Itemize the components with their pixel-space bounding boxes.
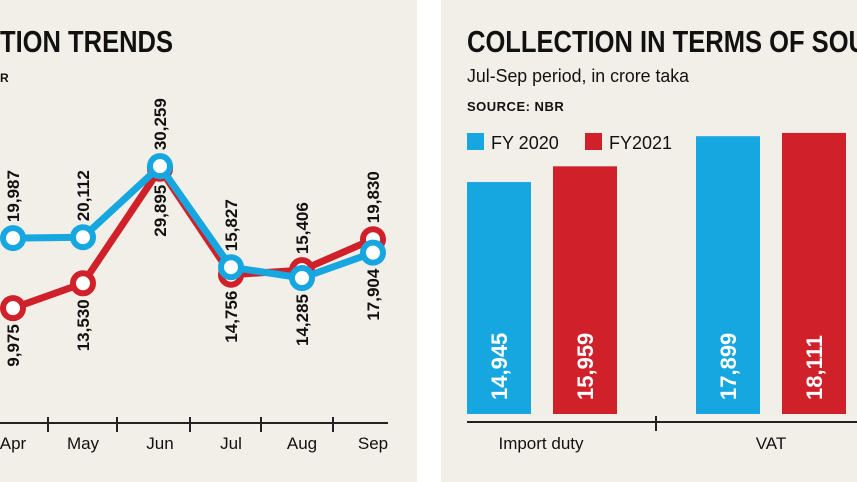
data-label: 15,827 (222, 199, 241, 251)
x-tick-label: Jul (220, 434, 242, 453)
data-label: 19,830 (364, 171, 383, 223)
data-label: 20,112 (74, 170, 93, 221)
data-label: 19,987 (4, 170, 23, 222)
data-label: 9,975 (4, 324, 23, 367)
data-point (360, 239, 386, 266)
data-label: 29,895 (151, 185, 170, 237)
bar-value-label: 14,945 (487, 333, 512, 400)
legend-swatch (467, 133, 484, 150)
data-label: 14,285 (293, 294, 312, 346)
legend-label: FY2021 (609, 133, 672, 153)
x-tick-label: Sep (358, 434, 388, 453)
legend-label: FY 2020 (491, 133, 559, 153)
data-label: 15,406 (293, 202, 312, 254)
legend-swatch (585, 133, 602, 150)
x-tick-label: May (67, 434, 100, 453)
bar-value-label: 17,899 (716, 333, 741, 400)
bar-value-label: 18,111 (802, 335, 827, 400)
data-point (70, 224, 96, 251)
line-chart-source: R (0, 71, 9, 85)
data-point (70, 270, 96, 297)
data-point (218, 254, 244, 281)
bar-chart-subtitle: Jul-Sep period, in crore taka (467, 66, 690, 86)
x-tick-label: Jun (146, 434, 173, 453)
bar (782, 132, 846, 414)
bar (696, 136, 760, 414)
data-label: 30,259 (151, 98, 170, 150)
x-tick-label: Aug (287, 434, 317, 453)
data-label: 17,904 (364, 268, 383, 321)
category-label: VAT (756, 434, 787, 453)
bar-chart-source: SOURCE: NBR (467, 99, 564, 114)
data-point (0, 295, 26, 322)
line-chart-title: TION TRENDS (0, 24, 173, 59)
data-point (147, 153, 173, 180)
x-tick-label: Apr (0, 434, 27, 453)
data-label: 14,756 (222, 291, 241, 343)
bar-chart-title: COLLECTION IN TERMS OF SOU (467, 24, 857, 59)
data-point (0, 225, 26, 252)
bar (467, 182, 531, 414)
category-label: Import duty (498, 434, 584, 453)
data-label: 13,530 (74, 299, 93, 351)
bar (553, 166, 617, 414)
bar-value-label: 15,959 (573, 333, 598, 400)
data-point (289, 265, 315, 292)
